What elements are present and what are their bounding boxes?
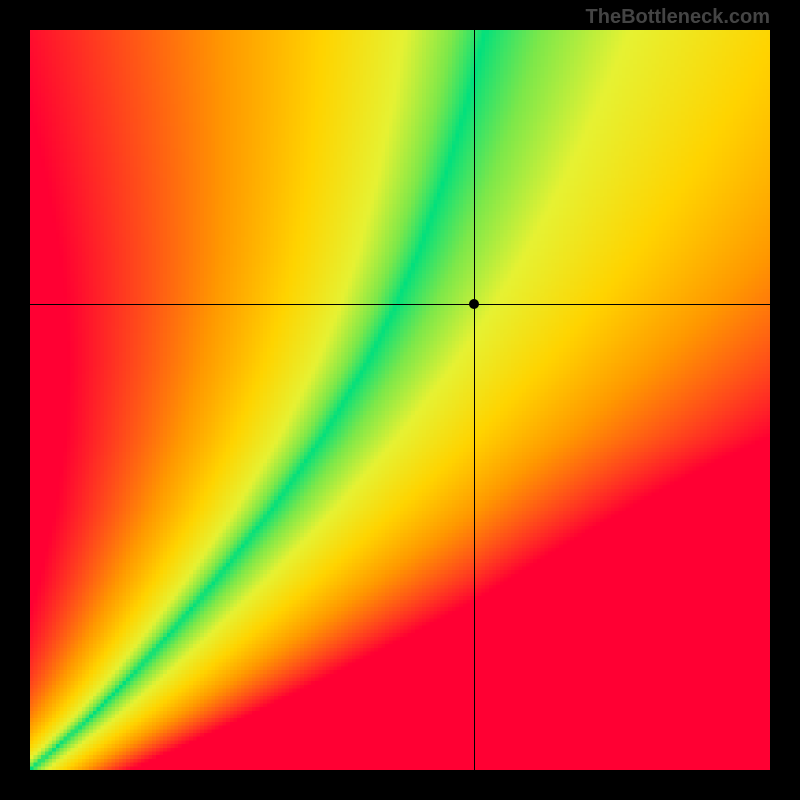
crosshair-horizontal [30, 304, 770, 305]
watermark-text: TheBottleneck.com [586, 6, 770, 29]
plot-area [30, 30, 770, 770]
crosshair-vertical [474, 30, 475, 770]
crosshair-marker [469, 299, 479, 309]
heatmap-canvas [30, 30, 770, 770]
